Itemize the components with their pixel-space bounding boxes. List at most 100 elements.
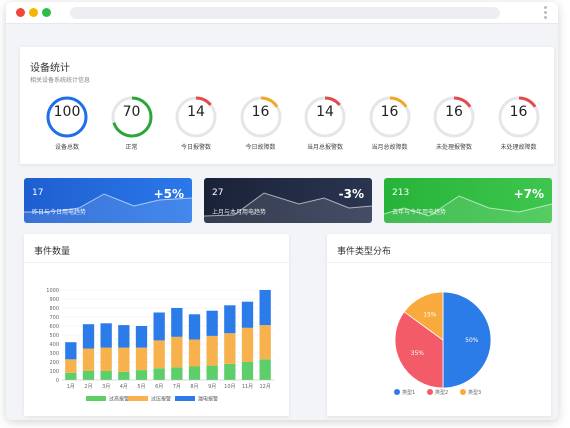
y-tick-label: 0 — [56, 378, 59, 384]
x-tick-label: 10月 — [224, 384, 235, 390]
bar-12月-漏电报警[interactable] — [259, 290, 271, 326]
pie-slice-类型3[interactable] — [403, 291, 444, 341]
kpi-card-2[interactable]: 213 +7% 去年与今年用电趋势 — [384, 178, 552, 223]
legend-dot[interactable] — [460, 389, 466, 395]
bar-6月-漏电报警[interactable] — [153, 312, 165, 341]
bar-3月-过高报警[interactable] — [100, 371, 112, 380]
bar-6月-过高报警[interactable] — [153, 368, 165, 380]
bar-4月-过压报警[interactable] — [118, 347, 130, 372]
bar-9月-过高报警[interactable] — [206, 365, 218, 380]
types-panel-title: 事件类型分布 — [337, 247, 392, 257]
kpi-description: 上月与本月用电趋势 — [212, 209, 267, 216]
bar-6月-过压报警[interactable] — [153, 340, 165, 369]
bar-1月-漏电报警[interactable] — [65, 342, 77, 360]
bar-5月-过高报警[interactable] — [135, 370, 148, 380]
gauge-value: 16 — [251, 104, 270, 120]
gauge-5: 16 当月总故障数 — [367, 94, 413, 152]
legend-label[interactable]: 类型3 — [468, 389, 481, 396]
minimize-window-icon[interactable] — [29, 8, 38, 17]
gauge-2: 14 今日报警数 — [173, 94, 219, 152]
bar-8月-过压报警[interactable] — [188, 339, 201, 367]
legend-label[interactable]: 类型1 — [402, 389, 415, 396]
kpi-trend-wave — [204, 192, 372, 223]
bar-4月-过高报警[interactable] — [118, 371, 130, 380]
gauge-1: 70 正常 — [109, 94, 155, 152]
pie-slice-类型1[interactable] — [442, 291, 492, 389]
y-tick-label: 700 — [49, 315, 59, 321]
bar-1月-过高报警[interactable] — [65, 372, 77, 380]
gauge-label: 今日报警数 — [180, 144, 211, 151]
gauge-label: 当月总故障数 — [371, 144, 408, 151]
bar-1月-过压报警[interactable] — [65, 359, 77, 373]
stats-subtitle: 相关设备系统统计信息 — [30, 77, 91, 84]
browser-window: 设备统计 相关设备系统统计信息 100 设备总数 70 正常 14 今日报警数 16 今日故障… — [6, 2, 558, 420]
bar-4月-漏电报警[interactable] — [118, 325, 130, 348]
x-tick-label: 5月 — [137, 384, 145, 390]
gauge-value: 100 — [53, 104, 81, 120]
legend-swatch[interactable] — [128, 396, 148, 401]
legend-label[interactable]: 过高报警 — [109, 396, 129, 403]
gauge-value: 14 — [316, 104, 334, 120]
pie-slice-类型2[interactable] — [394, 311, 444, 389]
kpi-description: 昨日与今日用电趋势 — [32, 209, 87, 216]
bar-3月-过压报警[interactable] — [100, 347, 112, 371]
events-panel: 事件数量 0 100 200 300 400 500 600 700 800 900 1000 1月 2… — [24, 234, 289, 416]
bar-2月-漏电报警[interactable] — [82, 324, 95, 349]
bar-11月-漏电报警[interactable] — [241, 301, 254, 328]
y-tick-label: 900 — [49, 297, 59, 303]
gauge-label: 未处理报警数 — [435, 144, 472, 151]
kpi-description: 去年与今年用电趋势 — [392, 209, 447, 216]
bar-3月-漏电报警[interactable] — [100, 323, 112, 348]
gauge-value: 16 — [445, 104, 463, 120]
types-panel-divider — [327, 262, 551, 263]
legend-dot[interactable] — [427, 389, 433, 395]
bar-10月-过压报警[interactable] — [224, 333, 236, 364]
events-panel-divider — [24, 262, 289, 263]
gauge-3: 16 今日故障数 — [238, 94, 284, 152]
legend-dot[interactable] — [394, 389, 400, 395]
bar-5月-漏电报警[interactable] — [135, 326, 148, 348]
bar-11月-过高报警[interactable] — [241, 362, 254, 380]
gauge-label: 设备总数 — [54, 144, 79, 151]
close-window-icon[interactable] — [16, 8, 25, 17]
y-tick-label: 800 — [49, 306, 59, 312]
bar-12月-过高报警[interactable] — [259, 359, 271, 380]
y-tick-label: 100 — [49, 369, 59, 375]
bar-5月-过压报警[interactable] — [135, 347, 148, 371]
bar-12月-过压报警[interactable] — [259, 325, 271, 360]
legend-label[interactable]: 类型2 — [435, 389, 448, 396]
gauge-value: 14 — [187, 104, 205, 120]
browser-titlebar — [6, 2, 558, 24]
bar-9月-过压报警[interactable] — [206, 335, 218, 366]
legend-swatch[interactable] — [175, 396, 195, 401]
bar-8月-过高报警[interactable] — [188, 366, 201, 381]
gauge-0: 100 设备总数 — [44, 94, 90, 152]
bar-8月-漏电报警[interactable] — [188, 314, 201, 340]
bar-7月-过高报警[interactable] — [171, 367, 183, 380]
maximize-window-icon[interactable] — [42, 8, 51, 17]
bar-9月-漏电报警[interactable] — [206, 310, 218, 336]
gauge-ring — [304, 96, 346, 138]
bar-10月-漏电报警[interactable] — [224, 305, 236, 334]
kpi-card-1[interactable]: 27 -3% 上月与本月用电趋势 — [204, 178, 372, 223]
gauge-ring — [111, 96, 152, 138]
y-tick-label: 1000 — [46, 288, 59, 294]
bar-7月-过压报警[interactable] — [171, 336, 183, 368]
gauge-ring — [240, 96, 281, 138]
events-bar-chart: 0 100 200 300 400 500 600 700 800 900 1000 1月 2月 3月 4月… — [46, 288, 274, 403]
bar-11月-过压报警[interactable] — [241, 327, 254, 362]
address-bar[interactable] — [70, 7, 500, 19]
more-menu-icon[interactable] — [544, 6, 548, 22]
gauge-label: 正常 — [125, 144, 138, 151]
kpi-card-0[interactable]: 17 +5% 昨日与今日用电趋势 — [24, 178, 192, 223]
bar-7月-漏电报警[interactable] — [171, 308, 183, 337]
kpi-percent: +7% — [513, 187, 544, 201]
legend-swatch[interactable] — [86, 396, 106, 401]
legend-label[interactable]: 漏电报警 — [198, 396, 218, 403]
bar-2月-过压报警[interactable] — [82, 348, 95, 372]
bar-10月-过高报警[interactable] — [224, 363, 236, 380]
bar-2月-过高报警[interactable] — [82, 371, 95, 380]
x-tick-label: 2月 — [84, 384, 92, 390]
legend-label[interactable]: 过压报警 — [151, 396, 171, 403]
kpi-value: 213 — [392, 188, 410, 198]
